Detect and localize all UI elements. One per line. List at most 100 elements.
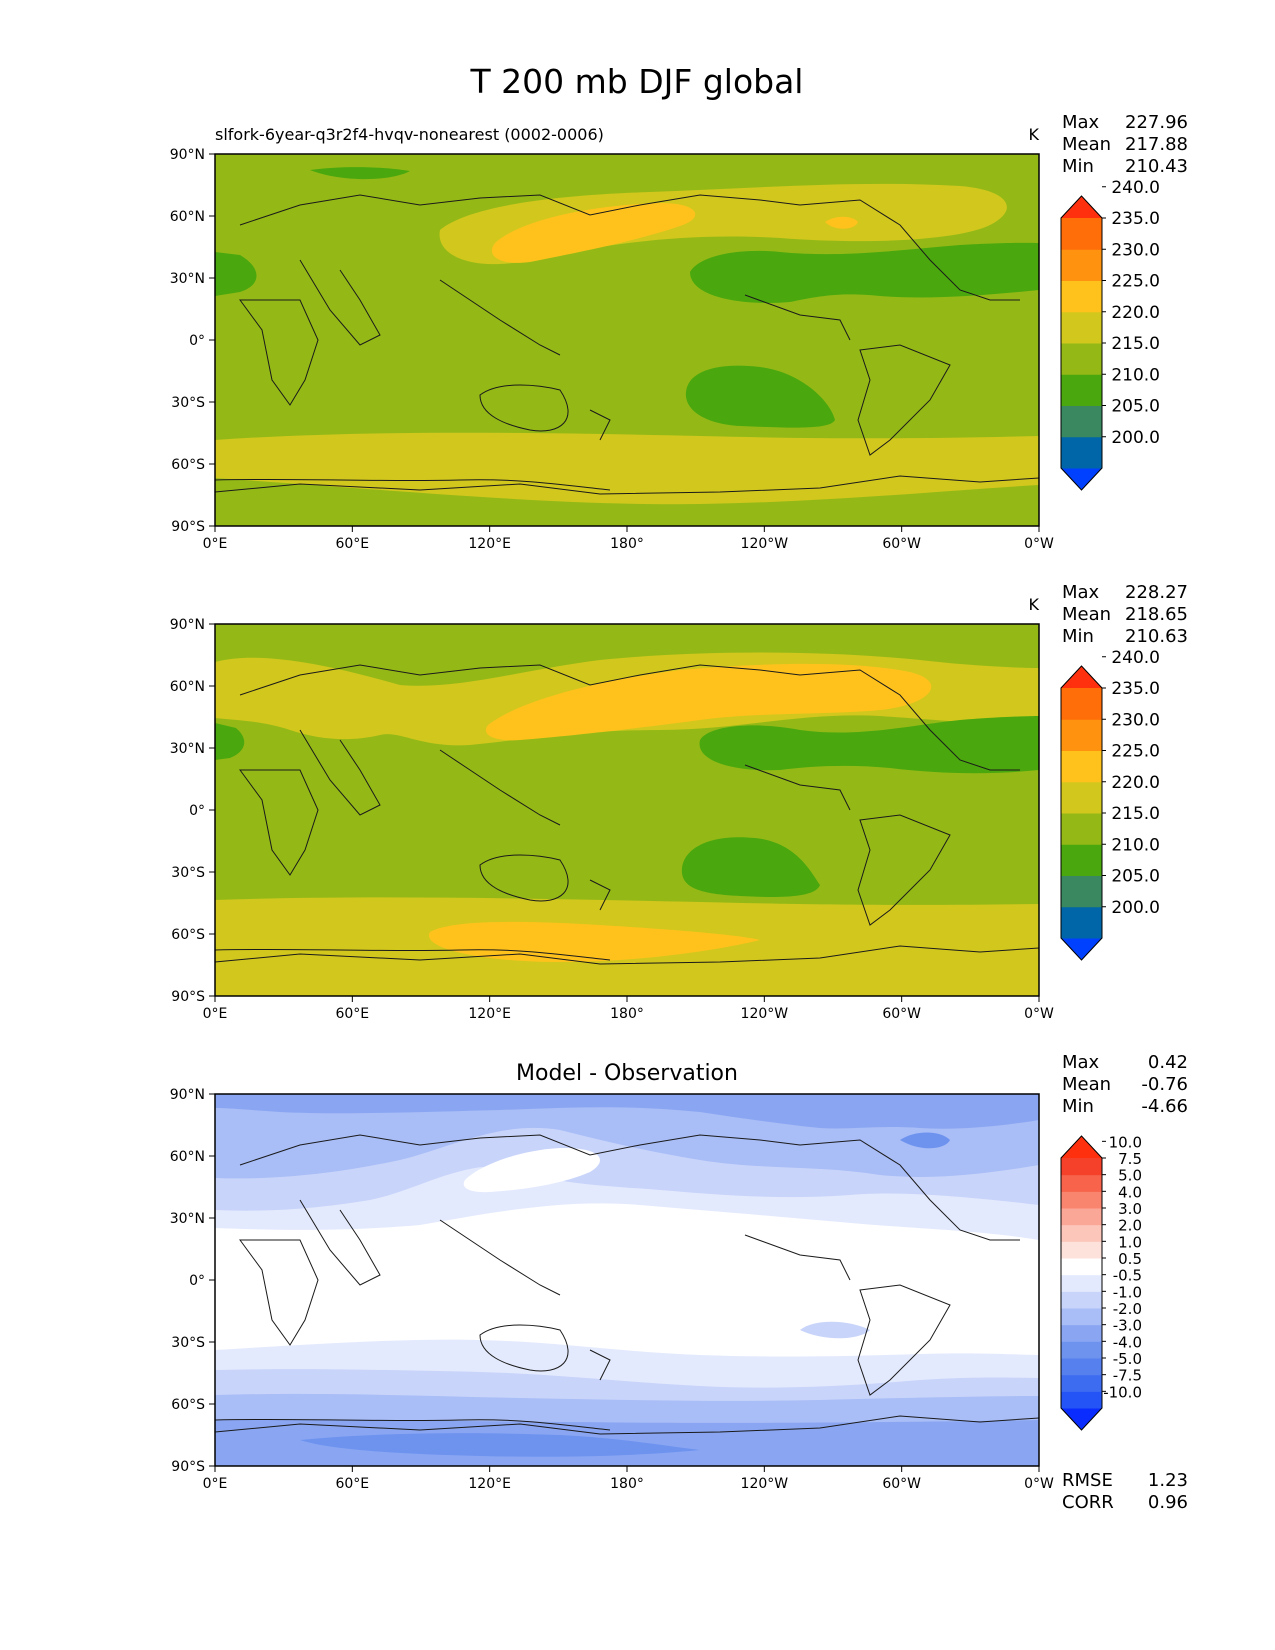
y-tick-label: 60°N	[170, 1149, 205, 1165]
field-band-north-4	[215, 1094, 1039, 1129]
colorbar-segment	[1061, 1158, 1102, 1176]
colorbar-label: 220.0	[1111, 303, 1160, 323]
colorbar-extend-min	[1061, 1408, 1102, 1430]
colorbar-label: 1.0	[1118, 1233, 1142, 1251]
colorbar-label: 210.0	[1111, 365, 1160, 385]
colorbar-label: -10.0	[1103, 1383, 1142, 1401]
colorbar-segment	[1061, 405, 1102, 438]
colorbar-label: 240.0	[1111, 648, 1160, 668]
colorbar-label: 205.0	[1111, 867, 1160, 887]
colorbar-segment	[1061, 1241, 1102, 1259]
stat-value-mean: 217.88	[1125, 134, 1188, 155]
stat-label-corr: CORR	[1062, 1492, 1114, 1513]
y-tick-label: 0°	[189, 333, 205, 349]
colorbar-extend-min	[1061, 468, 1102, 490]
stats-block: Max 227.96 Mean 217.88 Min 210.43	[1062, 112, 1188, 177]
colorbar-segment	[1061, 249, 1102, 281]
colorbar-segment	[1061, 781, 1102, 814]
stat-value-max: 228.27	[1125, 582, 1188, 603]
x-tick-label: 60°W	[882, 536, 921, 552]
colorbar-segment	[1061, 343, 1102, 375]
y-tick-label: 30°S	[171, 865, 205, 881]
y-tick-label: 90°N	[170, 1087, 205, 1103]
colorbar-label: 7.5	[1118, 1150, 1142, 1168]
y-tick-label: 90°S	[171, 1459, 205, 1475]
x-axis: 0°E 60°E 120°E 180° 120°W 60°W 0°W	[203, 996, 1054, 1022]
field-observation	[215, 624, 1039, 996]
colorbar-segment	[1061, 1358, 1102, 1376]
stat-value-mean: 218.65	[1125, 604, 1188, 625]
field-band-north-highlight	[900, 1132, 950, 1149]
x-tick-label: 0°W	[1024, 1476, 1054, 1492]
coastlines	[215, 664, 1039, 965]
stat-value-max: 227.96	[1125, 112, 1188, 133]
panel-observation: 0°E 60°E 120°E 180° 120°W 60°W 0°W 90°N 60°N 30°…	[170, 582, 1188, 1022]
y-tick-label: 30°S	[171, 1335, 205, 1351]
colorbar-label: -7.5	[1113, 1367, 1142, 1385]
colorbar-segment	[1061, 1191, 1102, 1209]
stat-label-mean: Mean	[1062, 604, 1111, 625]
colorbar-label: 230.0	[1111, 710, 1160, 730]
units-label: K	[1029, 595, 1040, 614]
field-band-cool-westedge	[215, 723, 245, 760]
colorbar-extend-min	[1061, 938, 1102, 960]
x-tick-label: 0°W	[1024, 1006, 1054, 1022]
stats-block: Max 0.42 Mean -0.76 Min -4.66	[1062, 1052, 1188, 1117]
colorbar-label: 225.0	[1111, 742, 1160, 762]
colorbar-segment	[1061, 280, 1102, 313]
colorbar-extend-max	[1061, 196, 1102, 218]
stat-value-min: 210.43	[1125, 156, 1188, 177]
colorbar-segment	[1061, 1308, 1102, 1326]
field-band-cool-westedge	[215, 252, 257, 296]
x-tick-label: 120°W	[741, 536, 789, 552]
colorbar-label: 215.0	[1111, 334, 1160, 354]
y-tick-label: 90°N	[170, 617, 205, 633]
y-tick-label: 60°S	[171, 1397, 205, 1413]
x-tick-label: 180°	[610, 536, 644, 552]
y-tick-label: 30°N	[170, 271, 205, 287]
stat-label-max: Max	[1062, 582, 1100, 603]
field-band-cool-south	[681, 837, 820, 897]
stat-value-corr: 0.96	[1148, 1492, 1188, 1513]
x-tick-label: 60°E	[335, 1476, 369, 1492]
colorbar-segment	[1061, 1391, 1102, 1409]
y-tick-label: 90°S	[171, 989, 205, 1005]
stats-block: Max 228.27 Mean 218.65 Min 210.63	[1062, 582, 1188, 647]
colorbar-label: 3.0	[1118, 1200, 1142, 1218]
units-label: K	[1029, 125, 1040, 144]
x-tick-label: 180°	[610, 1006, 644, 1022]
coastlines	[215, 194, 1039, 495]
colorbar-label: 5.0	[1118, 1167, 1142, 1185]
figure-title: T 200 mb DJF global	[470, 62, 804, 101]
y-tick-label: 60°S	[171, 457, 205, 473]
y-axis: 90°N 60°N 30°N 0° 30°S 60°S 90°S	[170, 1087, 215, 1475]
x-tick-label: 0°W	[1024, 536, 1054, 552]
field-difference	[215, 1094, 1039, 1466]
colorbar-segment	[1061, 1341, 1102, 1359]
stat-label-min: Min	[1062, 1096, 1094, 1117]
field-band-south-5	[300, 1433, 700, 1457]
colorbar-segment	[1061, 875, 1102, 908]
y-axis: 90°N 60°N 30°N 0° 30°S 60°S 90°S	[170, 147, 215, 535]
stat-label-mean: Mean	[1062, 1074, 1111, 1095]
stat-value-max: 0.42	[1148, 1052, 1188, 1073]
colorbar-segment	[1061, 1324, 1102, 1342]
colorbar-label: 4.0	[1118, 1183, 1142, 1201]
field-band-north-calm	[463, 1147, 600, 1193]
colorbar-segment	[1061, 218, 1102, 250]
colorbar-segment	[1061, 1291, 1102, 1309]
colorbar-segment	[1061, 1374, 1102, 1392]
field-band-northern-warm-core-2	[825, 216, 858, 229]
field-band-northern-warm-core	[491, 203, 696, 263]
colorbar: 200.0 205.0 210.0 215.0 220.0 225.0 230.0 235.0…	[1060, 648, 1160, 961]
colorbar-label: 225.0	[1111, 272, 1160, 292]
field-band-subtropic-dip	[800, 1321, 870, 1339]
colorbar-segment	[1061, 1274, 1102, 1292]
stat-label-max: Max	[1062, 112, 1100, 133]
panel-title: Model - Observation	[516, 1061, 738, 1086]
colorbar-segment	[1061, 1258, 1102, 1276]
colorbar-label: 205.0	[1111, 397, 1160, 417]
colorbar: -10.0-7.5-5.0-4.0-3.0-2.0-1.0-0.50.51.02…	[1060, 1133, 1142, 1431]
y-tick-label: 60°S	[171, 927, 205, 943]
